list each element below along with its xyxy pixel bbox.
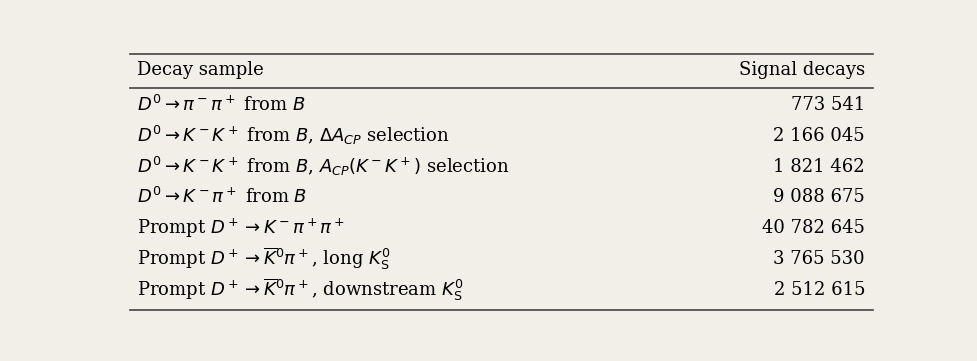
- Text: Prompt $D^+ \to \overline{K}^0\pi^+$, long $K^0_{\rm S}$: Prompt $D^+ \to \overline{K}^0\pi^+$, lo…: [137, 246, 391, 272]
- Text: 1 821 462: 1 821 462: [773, 158, 865, 175]
- Text: 773 541: 773 541: [790, 96, 865, 114]
- Text: Decay sample: Decay sample: [137, 61, 264, 79]
- Text: Prompt $D^+ \to K^-\pi^+\pi^+$: Prompt $D^+ \to K^-\pi^+\pi^+$: [137, 217, 345, 240]
- Text: 9 088 675: 9 088 675: [773, 188, 865, 206]
- Text: $D^0 \to K^-K^+$ from $B$, $\Delta A_{CP}$ selection: $D^0 \to K^-K^+$ from $B$, $\Delta A_{CP…: [137, 124, 449, 147]
- Text: 40 782 645: 40 782 645: [761, 219, 865, 237]
- Text: Prompt $D^+ \to \overline{K}^0\pi^+$, downstream $K^0_{\rm S}$: Prompt $D^+ \to \overline{K}^0\pi^+$, do…: [137, 277, 464, 303]
- Text: 2 512 615: 2 512 615: [773, 281, 865, 299]
- Text: $D^0 \to K^-\pi^+$ from $B$: $D^0 \to K^-\pi^+$ from $B$: [137, 187, 308, 208]
- Text: 3 765 530: 3 765 530: [773, 250, 865, 268]
- Text: $D^0 \to \pi^-\pi^+$ from $B$: $D^0 \to \pi^-\pi^+$ from $B$: [137, 95, 306, 115]
- Text: 2 166 045: 2 166 045: [773, 127, 865, 145]
- Text: $D^0 \to K^-K^+$ from $B$, $A_{CP}(K^-K^+)$ selection: $D^0 \to K^-K^+$ from $B$, $A_{CP}(K^-K^…: [137, 155, 509, 178]
- Text: Signal decays: Signal decays: [739, 61, 865, 79]
